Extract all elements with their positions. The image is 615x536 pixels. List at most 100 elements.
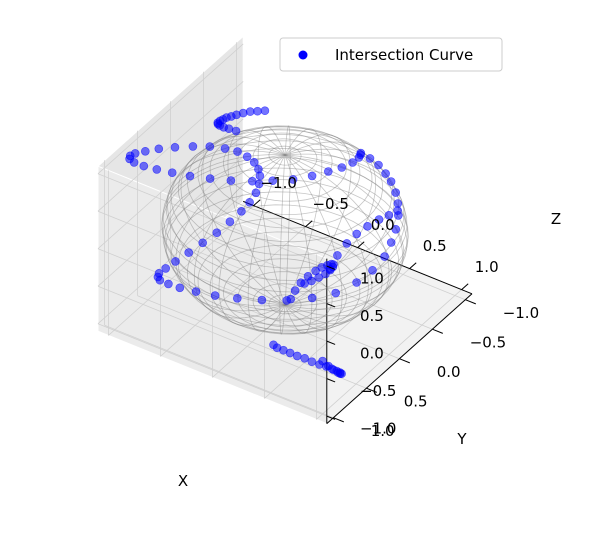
data-point bbox=[363, 222, 372, 231]
y-tick-mark bbox=[465, 299, 476, 305]
y-tick-mark bbox=[366, 387, 377, 393]
data-point bbox=[220, 144, 230, 153]
data-point bbox=[393, 199, 403, 208]
data-point bbox=[331, 288, 341, 298]
sphere-parallel bbox=[268, 294, 302, 315]
data-point bbox=[167, 168, 177, 177]
data-point bbox=[307, 171, 317, 181]
sphere-meridian bbox=[284, 128, 323, 306]
data-point bbox=[342, 239, 352, 248]
sphere-meridian bbox=[284, 154, 403, 310]
data-point bbox=[323, 167, 333, 176]
sphere-parallel bbox=[177, 204, 393, 331]
grid-line bbox=[97, 210, 327, 304]
data-point bbox=[210, 291, 220, 300]
x-tick-label: 0.0 bbox=[371, 216, 395, 234]
grid-line bbox=[170, 265, 400, 360]
data-point bbox=[311, 266, 320, 276]
data-point bbox=[154, 268, 164, 278]
data-point bbox=[307, 293, 317, 303]
data-point bbox=[129, 158, 139, 167]
data-point bbox=[175, 283, 185, 293]
data-point bbox=[233, 293, 242, 303]
grid-line bbox=[97, 81, 244, 212]
data-point bbox=[365, 154, 375, 163]
sphere-parallel bbox=[165, 179, 405, 320]
legend-box bbox=[279, 37, 503, 72]
axis-grid bbox=[97, 42, 466, 420]
y-tick-label: −1.0 bbox=[503, 304, 539, 322]
sphere-meridian bbox=[284, 125, 291, 306]
data-point bbox=[269, 340, 278, 350]
data-point bbox=[348, 158, 357, 167]
data-point bbox=[333, 251, 342, 260]
data-point bbox=[191, 287, 201, 296]
sphere-meridian bbox=[284, 148, 395, 306]
x-tick-mark bbox=[305, 220, 313, 227]
data-point bbox=[245, 107, 255, 116]
data-point bbox=[185, 171, 195, 181]
legend-label: Intersection Curve bbox=[335, 46, 473, 64]
data-point bbox=[254, 164, 263, 174]
data-point bbox=[368, 265, 377, 275]
sphere-meridian bbox=[247, 154, 286, 332]
sphere-meridian bbox=[193, 154, 286, 319]
sphere-parallel bbox=[162, 167, 408, 312]
z-tick-mark bbox=[326, 378, 336, 383]
data-point bbox=[386, 177, 396, 186]
x-tick-mark bbox=[409, 262, 417, 269]
axis-panes bbox=[97, 35, 473, 425]
sphere-meridian bbox=[164, 154, 286, 307]
y-tick-label: 0.0 bbox=[437, 363, 461, 381]
y-tick-label: 0.5 bbox=[404, 393, 428, 411]
sphere-parallel bbox=[237, 271, 333, 328]
data-point bbox=[245, 198, 254, 207]
data-point bbox=[212, 228, 222, 237]
data-point bbox=[188, 142, 198, 151]
z-tick-mark bbox=[326, 340, 336, 345]
z-tick-label: 0.5 bbox=[360, 307, 384, 325]
data-point bbox=[290, 286, 300, 295]
x-axis-label: X bbox=[178, 472, 188, 490]
data-point bbox=[292, 351, 302, 361]
data-point bbox=[288, 175, 298, 184]
data-point bbox=[152, 165, 162, 174]
data-point bbox=[393, 206, 402, 215]
data-point bbox=[380, 252, 389, 261]
sphere-parallel bbox=[237, 132, 333, 189]
data-point bbox=[139, 161, 149, 171]
data-point bbox=[374, 160, 383, 170]
data-point bbox=[337, 163, 347, 172]
data-point bbox=[198, 238, 207, 248]
legend: Intersection Curve bbox=[279, 37, 503, 72]
data-point bbox=[307, 357, 317, 367]
sphere-parallel bbox=[252, 138, 318, 177]
y-tick-label: −0.5 bbox=[470, 334, 506, 352]
x-tick-label: −0.5 bbox=[312, 195, 348, 213]
data-point bbox=[374, 215, 384, 224]
sphere-parallel bbox=[197, 231, 373, 335]
data-point bbox=[184, 248, 193, 257]
data-point bbox=[154, 144, 164, 154]
z-tick-mark bbox=[326, 303, 336, 308]
z-tick-label: −0.5 bbox=[360, 382, 396, 400]
data-point bbox=[268, 176, 278, 185]
data-point bbox=[205, 174, 215, 183]
sphere-meridian bbox=[257, 126, 286, 306]
data-point bbox=[170, 143, 180, 152]
scatter-series bbox=[125, 106, 403, 379]
data-point bbox=[253, 106, 262, 116]
data-point bbox=[242, 152, 252, 161]
data-point bbox=[352, 278, 361, 287]
sphere-parallel bbox=[170, 191, 400, 327]
data-point bbox=[225, 217, 235, 226]
y-axis-label: Y bbox=[456, 430, 467, 448]
sphere-meridian bbox=[180, 143, 286, 306]
z-tick-label: −1.0 bbox=[360, 420, 396, 438]
data-point bbox=[237, 207, 246, 216]
z-tick-label: 0.0 bbox=[360, 345, 384, 363]
data-point bbox=[141, 147, 150, 156]
data-point bbox=[384, 211, 394, 220]
legend-marker bbox=[298, 50, 308, 60]
